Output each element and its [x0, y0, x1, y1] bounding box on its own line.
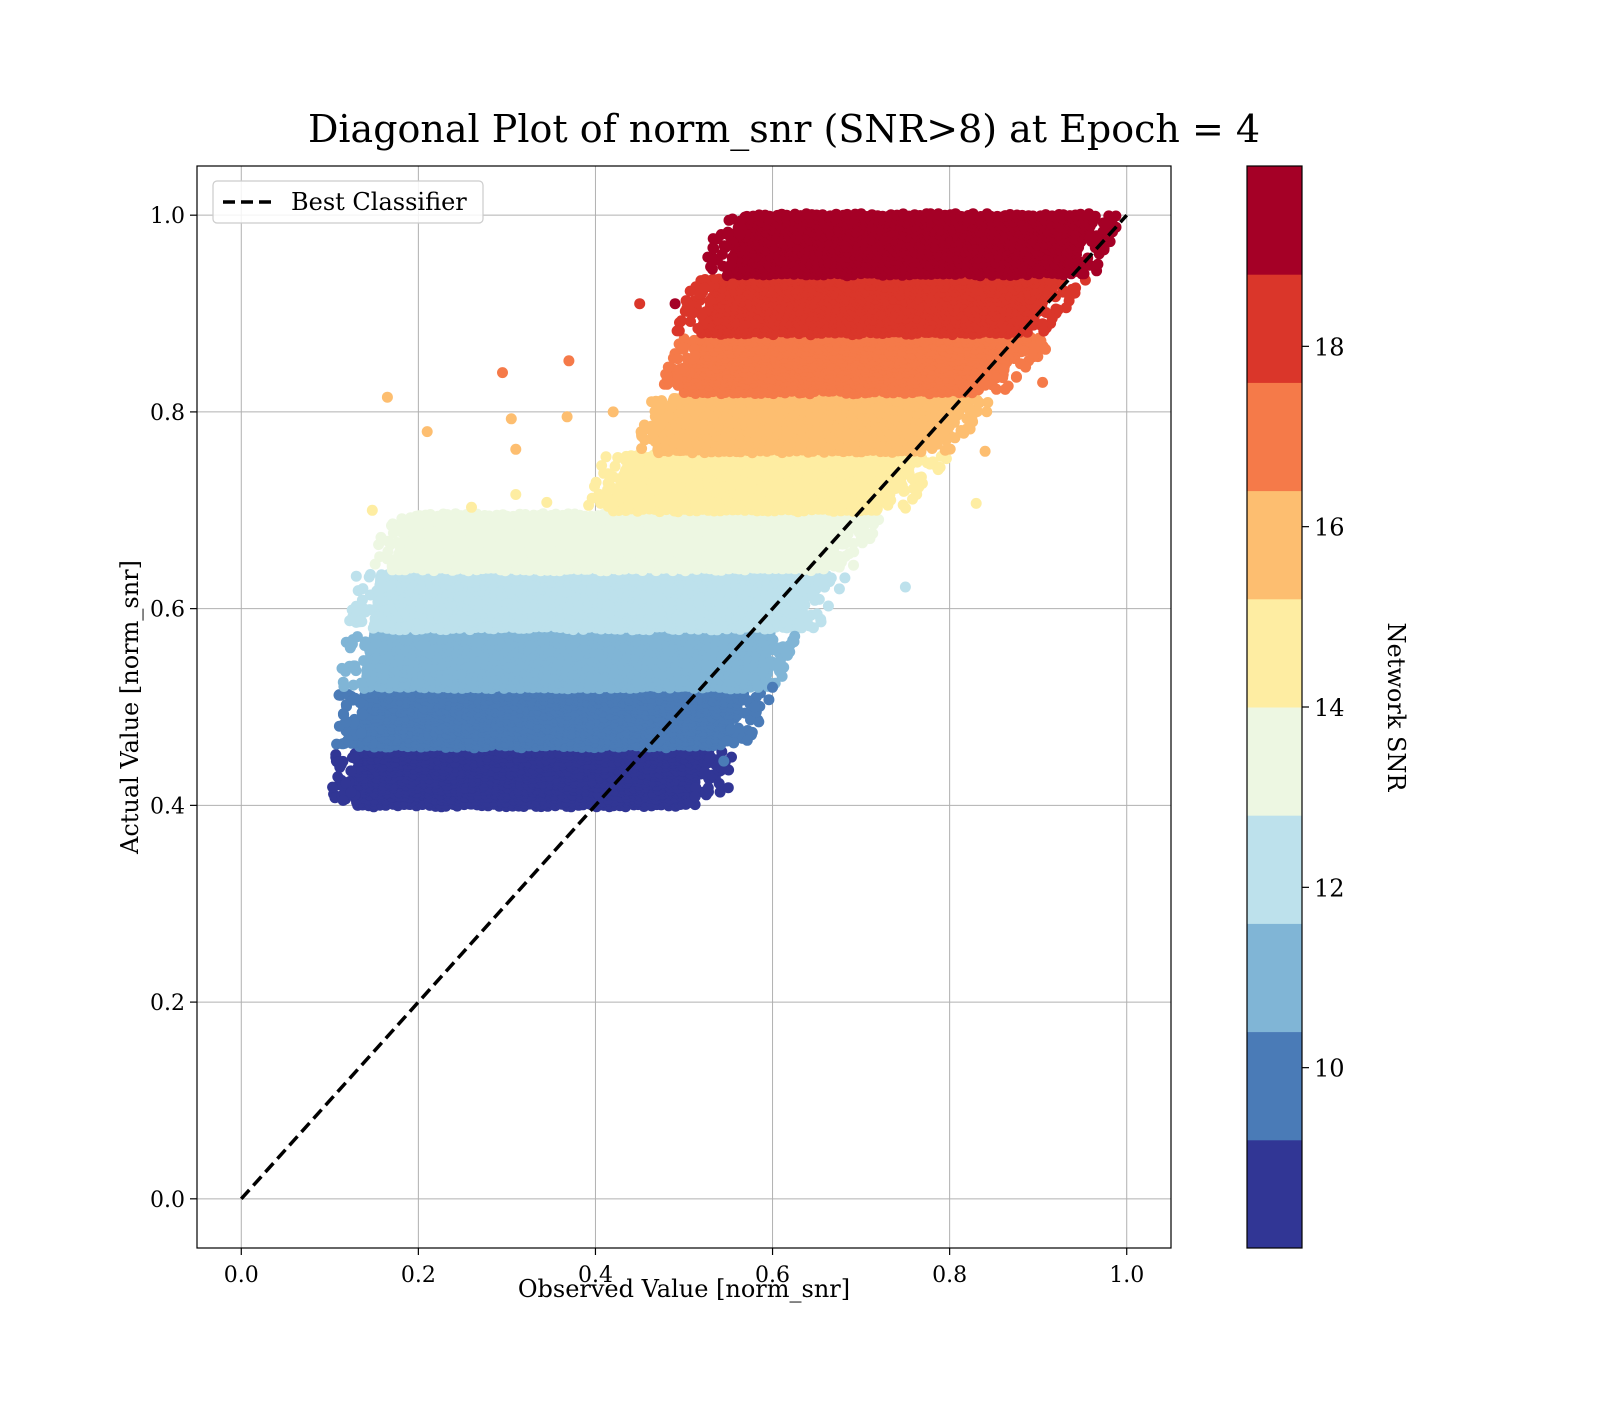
scatter-point — [763, 694, 774, 705]
scatter-point — [346, 787, 357, 798]
scatter-point — [722, 736, 733, 747]
scatter-point — [331, 739, 342, 750]
scatter-point — [334, 760, 345, 771]
chart-title: Diagonal Plot of norm_snr (SNR>8) at Epo… — [308, 107, 1260, 152]
scatter-point — [758, 667, 769, 678]
scatter-point — [349, 753, 360, 764]
scatter-point — [767, 644, 778, 655]
scatter-point — [337, 663, 348, 674]
scatter-point — [357, 709, 368, 720]
scatter-point — [742, 735, 753, 746]
scatter-point — [345, 765, 356, 776]
scatter-point — [348, 660, 359, 671]
scatter-point — [345, 642, 356, 653]
scatter-point — [338, 681, 349, 692]
scatter-point — [338, 709, 349, 720]
scatter-point — [327, 782, 338, 793]
scatter-point — [703, 782, 714, 793]
scatter-point — [342, 735, 353, 746]
scatter-point — [704, 753, 715, 764]
scatter-point — [753, 682, 764, 693]
scatter-point — [361, 664, 372, 675]
scatter-point — [356, 678, 367, 689]
scatter-point — [350, 693, 361, 704]
scatter-point — [770, 660, 781, 671]
scatter-point — [360, 636, 371, 647]
scatter-point — [699, 767, 710, 778]
scatter-point — [356, 728, 367, 739]
scatter-point — [690, 791, 701, 802]
